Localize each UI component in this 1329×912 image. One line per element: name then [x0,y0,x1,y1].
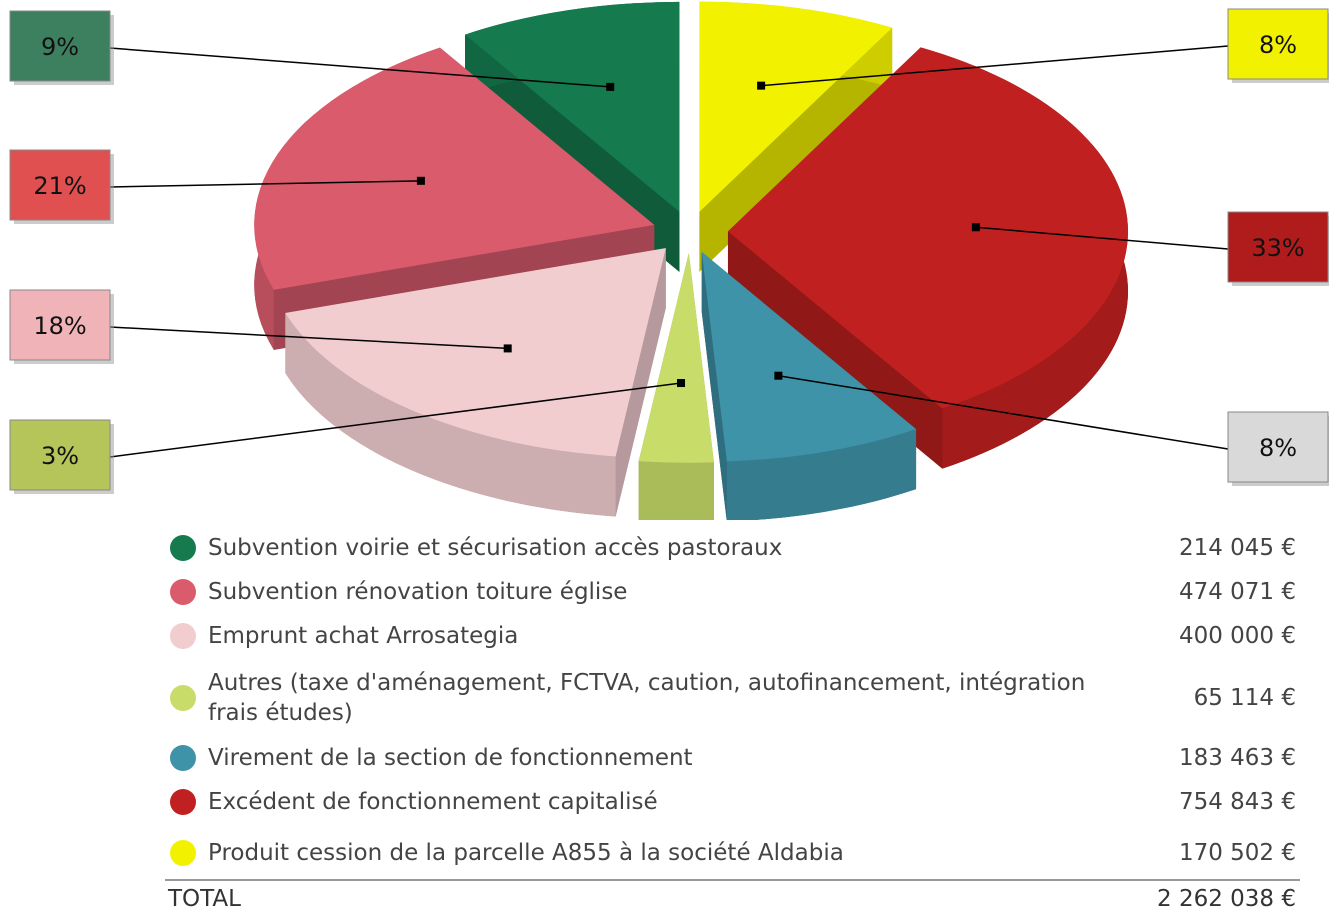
slice-side [638,461,714,520]
leader-line [109,382,682,458]
legend-label: Subvention voirie et sécurisation accès … [208,535,783,561]
slice [465,1,680,212]
label-box [9,10,111,82]
leader-dot [606,82,615,91]
legend-amount: 65 114 € [1193,685,1296,711]
data-label: 9% [41,33,79,61]
data-label: 21% [33,172,86,200]
data-label: 33% [1251,234,1304,262]
legend-row: Produit cession de la parcelle A855 à la… [170,832,1296,874]
leader-line [109,326,508,350]
legend-label: Excédent de fonctionnement capitalisé [208,789,658,815]
label-box [1227,8,1329,80]
label-box [1227,211,1329,283]
legend-swatch [170,745,196,771]
legend-swatch [170,535,196,561]
total-rule [165,879,1300,881]
leader-line [109,47,611,88]
chart: 9% 21% 18% 3% 8% 33% 8% [9,1,1329,520]
legend-row: Subvention voirie et sécurisation accès … [170,527,1296,569]
data-label: 8% [1259,31,1297,59]
label-box [1227,411,1329,483]
leader-dot [503,344,512,353]
legend-label: Subvention rénovation toiture église [208,579,628,605]
legend-swatch [170,840,196,866]
legend-row: Autres (taxe d'aménagement, FCTVA, cauti… [170,666,1296,730]
leader-line [975,226,1229,250]
legend-amount: 474 071 € [1178,579,1296,605]
slice [727,47,1128,409]
legend-row: Subvention rénovation toiture église 474 … [170,571,1296,613]
legend-label: Produit cession de la parcelle A855 à la… [208,840,844,866]
leader-dot [774,371,783,380]
legend-row: Virement de la section de fonctionnement… [170,737,1296,779]
data-label: 8% [1259,434,1297,462]
legend-amount: 400 000 € [1178,623,1296,649]
legend-swatch [170,685,196,711]
data-label: 18% [33,312,86,340]
legend-amount: 754 843 € [1178,789,1296,815]
legend-amount: 183 463 € [1178,745,1296,771]
legend-amount: 214 045 € [1178,535,1296,561]
leader-line [778,374,1229,450]
total-label: TOTAL [168,886,241,912]
legend-swatch [170,789,196,815]
total-value: 2 262 038 € [1157,886,1296,912]
leader-line [761,45,1229,87]
slice-wall [615,248,666,517]
label-box [9,149,111,221]
label-box [9,289,111,361]
leader-dot [677,379,686,388]
legend-swatch [170,623,196,649]
slice [638,252,714,463]
leader-dot [971,223,980,232]
slice-wall [701,251,727,520]
slice-side [285,312,616,517]
slice-side [726,429,917,520]
leader-dot [416,176,425,185]
slice [699,1,893,212]
label-box [9,419,111,491]
slice [701,251,917,462]
legend-label: Emprunt achat Arrosategia [208,623,519,649]
leader-line [109,180,421,188]
legend-amount: 170 502 € [1178,840,1296,866]
slice-wall [699,27,893,272]
legend-row: Emprunt achat Arrosategia 400 000 € [170,615,1296,657]
slice [254,47,655,290]
data-label: 3% [41,442,79,470]
slice [285,248,666,457]
legend-row: Excédent de fonctionnement capitalisé 754… [170,781,1296,823]
leader-dot [757,81,766,90]
legend-label: Virement de la section de fonctionnement [208,745,693,771]
legend-swatch [170,579,196,605]
legend-label: Autres (taxe d'aménagement, FCTVA, cauti… [208,670,1086,726]
